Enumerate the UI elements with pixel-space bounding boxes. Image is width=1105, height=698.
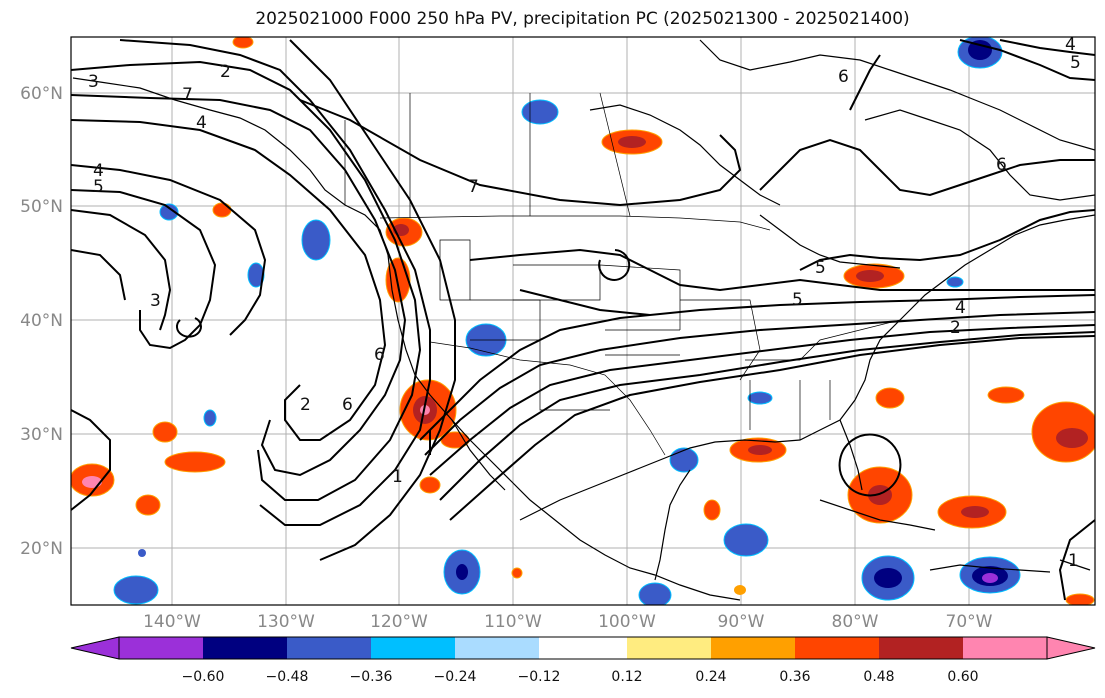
contour-label: 6	[342, 395, 353, 415]
colorbar-segment	[539, 637, 627, 659]
contour-label: 2	[300, 395, 311, 415]
lon-label: 100°W	[598, 612, 656, 632]
lon-label: 90°W	[718, 612, 765, 632]
colorbar-tick: 0.60	[947, 669, 978, 685]
contour-label: 4	[93, 161, 104, 181]
colorbar-segment	[119, 637, 203, 659]
colorbar-extend-left	[70, 636, 120, 660]
colorbar-tick: −0.24	[434, 669, 477, 685]
map-border	[70, 36, 1096, 606]
lat-label: 40°N	[20, 311, 63, 331]
contour-label: 5	[1070, 53, 1081, 73]
contour-label: 7	[468, 177, 479, 197]
coastlines	[72, 39, 1095, 601]
colorbar: −0.60 −0.48 −0.36 −0.24 −0.12 0.12 0.24 …	[70, 636, 1096, 685]
contour-label: 5	[792, 290, 803, 310]
colorbar-segment	[963, 637, 1047, 659]
colorbar-segment	[627, 637, 711, 659]
lat-label: 50°N	[20, 197, 63, 217]
colorbar-tick: −0.12	[518, 669, 561, 685]
colorbar-segment	[287, 637, 371, 659]
colorbar-ticks: −0.60 −0.48 −0.36 −0.24 −0.12 0.12 0.24 …	[182, 669, 979, 685]
pv-contours	[71, 39, 1095, 601]
contour-label: 2	[950, 318, 961, 338]
colorbar-segment	[879, 637, 963, 659]
contour-label: 4	[955, 298, 966, 318]
contour-label: 4	[1065, 35, 1076, 55]
lon-label: 110°W	[484, 612, 542, 632]
contour-label: 5	[93, 177, 104, 197]
contour-label: 2	[220, 62, 231, 82]
lon-label: 140°W	[143, 612, 201, 632]
colorbar-segment	[203, 637, 287, 659]
precip-anomaly-blobs	[71, 37, 1095, 605]
lat-label: 20°N	[20, 539, 63, 559]
contour-label: 4	[196, 113, 207, 133]
colorbar-tick: 0.48	[863, 669, 894, 685]
contour-label: 1	[1068, 551, 1079, 571]
contour-label: 6	[374, 345, 385, 365]
latitude-labels: 60°N 50°N 40°N 30°N 20°N	[20, 84, 63, 559]
contour-label: 3	[88, 72, 99, 92]
contour-label: 3	[150, 291, 161, 311]
map-title: 2025021000 F000 250 hPa PV, precipitatio…	[255, 9, 910, 29]
lat-label: 60°N	[20, 84, 63, 104]
colorbar-tick: 0.24	[695, 669, 726, 685]
colorbar-tick: −0.60	[182, 669, 225, 685]
colorbar-tick: −0.48	[266, 669, 309, 685]
colorbar-segment	[795, 637, 879, 659]
lon-label: 130°W	[257, 612, 315, 632]
lat-label: 30°N	[20, 425, 63, 445]
contour-label: 1	[392, 467, 403, 487]
map-area	[71, 37, 1095, 605]
contour-label: 6	[838, 67, 849, 87]
contour-label: 6	[996, 155, 1007, 175]
contour-label: 7	[182, 85, 193, 105]
pv-contour-labels: 2 3 4 5 6 7 1 2 3 4 5 6 7 6 5 4 2 1 6 4 …	[88, 35, 1081, 571]
colorbar-segment	[711, 637, 795, 659]
colorbar-tick: 0.36	[779, 669, 810, 685]
lon-label: 120°W	[370, 612, 428, 632]
colorbar-segment	[371, 637, 455, 659]
contour-label: 5	[815, 258, 826, 278]
longitude-labels: 140°W 130°W 120°W 110°W 100°W 90°W 80°W …	[143, 612, 993, 632]
colorbar-tick: 0.12	[611, 669, 642, 685]
lon-label: 70°W	[946, 612, 993, 632]
lon-label: 80°W	[832, 612, 879, 632]
colorbar-tick: −0.36	[350, 669, 393, 685]
colorbar-extend-right	[1046, 636, 1096, 660]
colorbar-segment	[455, 637, 539, 659]
